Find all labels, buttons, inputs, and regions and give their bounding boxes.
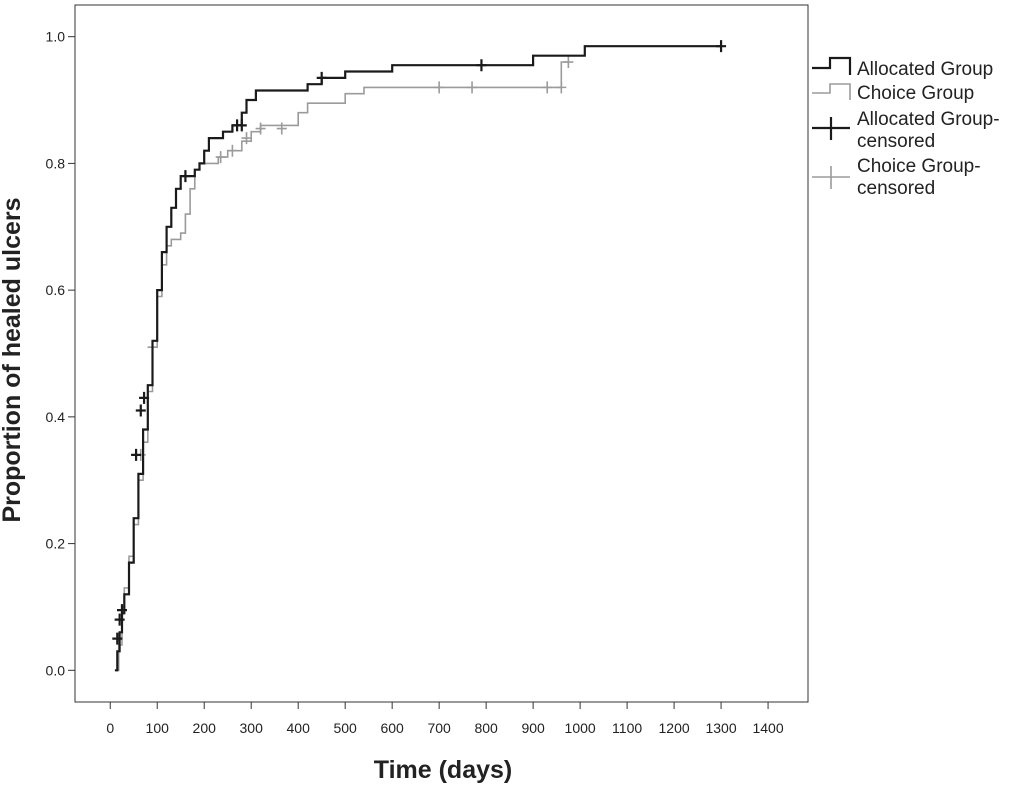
choice-censored-mark	[434, 81, 445, 94]
choice-group-line	[114, 61, 569, 672]
allocated-censored-mark	[180, 170, 191, 183]
legend-label-allocated-censored: Allocated Group- censored	[857, 109, 1005, 152]
allocated-censored-mark	[114, 613, 125, 626]
y-tick-label: 1.0	[46, 29, 66, 45]
choice-censored-mark	[276, 122, 287, 135]
y-tick-label: 0.0	[46, 662, 66, 678]
legend-label-choice: Choice Group	[857, 83, 974, 104]
x-tick-label: 100	[146, 720, 170, 736]
x-tick-label: 1200	[659, 720, 690, 736]
choice-censored-mark	[227, 144, 238, 157]
legend-marker-allocated	[812, 56, 852, 75]
allocated-censored-mark	[716, 40, 727, 53]
allocated-censored-mark	[316, 71, 327, 84]
legend-label-choice-censored: Choice Group- censored	[857, 156, 986, 199]
allocated-censored-mark	[112, 632, 123, 645]
y-tick-label: 0.8	[46, 155, 66, 171]
x-tick-label: 200	[193, 720, 217, 736]
series-layer	[112, 40, 727, 672]
plot-frame	[74, 4, 809, 703]
choice-censored-mark	[563, 56, 574, 69]
y-tick-label: 0.6	[46, 282, 66, 298]
x-tick-label: 800	[474, 720, 498, 736]
x-tick-label: 1400	[752, 720, 783, 736]
x-tick-label: 500	[333, 720, 357, 736]
choice-censored-mark	[556, 81, 567, 94]
x-axis-label: Time (days)	[374, 756, 512, 784]
x-tick-label: 700	[427, 720, 451, 736]
allocated-group-line	[114, 45, 722, 672]
choice-censored-mark	[467, 81, 478, 94]
x-tick-label: 1300	[705, 720, 736, 736]
y-tick-label: 0.4	[46, 409, 66, 425]
x-tick-label: 400	[287, 720, 311, 736]
allocated-censored-mark	[116, 604, 127, 617]
x-tick-label: 1000	[565, 720, 596, 736]
choice-censored-mark	[215, 151, 226, 164]
x-tick-label: 900	[521, 720, 545, 736]
axis-layer: 0 100 200 300 400 500 600 700 800 900 1000 1100 1200…	[46, 29, 784, 736]
choice-censored-mark	[241, 132, 252, 145]
legend-marker-allocated-censored	[812, 117, 850, 140]
x-tick-label: 1100	[612, 720, 642, 736]
choice-censored-mark	[542, 81, 553, 94]
x-tick-label: 0	[106, 720, 114, 736]
x-tick-label: 600	[380, 720, 404, 736]
legend-label-allocated: Allocated Group	[857, 59, 993, 80]
y-axis-label: Proportion of healed ulcers	[0, 197, 26, 522]
allocated-censored-mark	[476, 59, 487, 72]
x-tick-label: 300	[240, 720, 264, 736]
legend-marker-choice	[812, 83, 851, 100]
y-tick-label: 0.2	[46, 536, 66, 552]
allocated-censored-mark	[236, 119, 247, 132]
choice-censored-mark	[255, 122, 266, 135]
allocated-censored-mark	[131, 448, 142, 461]
allocated-censored-mark	[139, 391, 150, 404]
legend: Allocated Group Choice Group Allocated G…	[812, 56, 1005, 199]
legend-marker-choice-censored	[812, 166, 850, 189]
allocated-censored-mark	[135, 404, 146, 417]
